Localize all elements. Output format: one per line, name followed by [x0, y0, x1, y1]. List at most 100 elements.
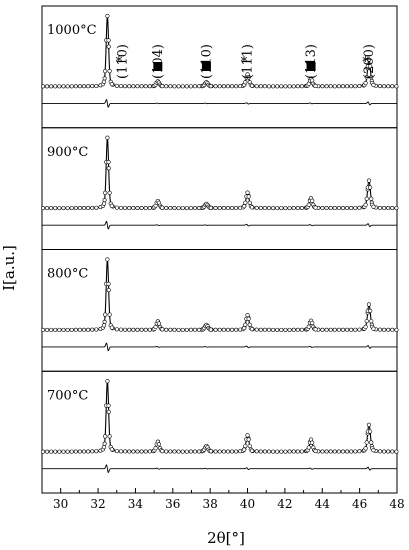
observed-point	[332, 449, 337, 454]
observed-point	[114, 327, 119, 332]
observed-point	[109, 82, 114, 87]
observed-point	[271, 327, 276, 332]
observed-point	[102, 198, 107, 203]
observed-point	[367, 185, 373, 190]
observed-point	[287, 449, 292, 454]
panel-frame	[41, 127, 398, 250]
observed-point	[279, 449, 284, 454]
observed-point	[295, 206, 300, 211]
observed-point	[369, 75, 374, 80]
observed-point	[313, 327, 318, 332]
observed-point	[249, 205, 255, 210]
annotations: (110)* (104) (110) (111)* (113) (200)*	[115, 44, 377, 79]
calculated-line	[42, 137, 398, 209]
observed-point	[193, 84, 198, 89]
observed-point	[49, 206, 54, 211]
observed-point	[90, 327, 95, 332]
observed-point	[390, 84, 395, 89]
observed-point	[164, 449, 169, 454]
observed-point	[61, 449, 66, 454]
observed-point	[258, 206, 263, 211]
observed-point	[364, 440, 369, 445]
observed-point	[45, 327, 50, 332]
observed-point	[143, 206, 148, 211]
observed-point	[208, 449, 214, 454]
observed-point	[109, 203, 114, 208]
observed-point	[168, 327, 173, 332]
observed-point	[341, 327, 346, 332]
observed-point	[332, 206, 337, 211]
observed-point	[367, 308, 373, 313]
observed-point	[258, 84, 263, 89]
observed-point	[367, 64, 373, 69]
observed-point	[287, 206, 292, 211]
observed-point	[114, 449, 119, 454]
observed-point	[262, 327, 267, 332]
observed-point	[267, 327, 272, 332]
observed-point	[168, 84, 173, 89]
observed-point	[106, 166, 111, 171]
observed-point	[254, 84, 259, 89]
observed-point	[119, 84, 124, 89]
observed-point	[172, 84, 177, 89]
observed-point	[106, 409, 111, 414]
observed-point	[160, 448, 165, 454]
observed-point	[123, 449, 128, 454]
observed-point	[102, 441, 107, 446]
panel-frame	[41, 370, 398, 494]
observed-point	[45, 206, 50, 211]
difference-line	[42, 99, 397, 108]
observed-point	[82, 327, 87, 332]
observed-point	[341, 84, 346, 89]
observed-point	[345, 327, 350, 332]
observed-point	[90, 449, 95, 454]
observed-point	[287, 84, 292, 89]
observed-point	[213, 84, 218, 89]
observed-point	[295, 327, 300, 332]
peak-annotation-3: (110)	[199, 44, 214, 79]
observed-point	[217, 84, 222, 89]
observed-points	[40, 257, 399, 332]
observed-point	[53, 84, 58, 89]
observed-point	[53, 327, 58, 332]
observed-point	[57, 327, 62, 332]
observed-point	[77, 327, 82, 332]
observed-point	[101, 323, 107, 328]
observed-point	[336, 449, 341, 454]
observed-point	[258, 449, 263, 454]
observed-point	[82, 206, 87, 211]
x-tick-label: 44	[315, 497, 331, 511]
observed-point	[69, 327, 74, 332]
observed-point	[188, 449, 193, 454]
observed-point	[135, 449, 140, 454]
observed-point	[57, 84, 62, 89]
observed-point	[119, 205, 124, 210]
observed-point	[245, 433, 250, 438]
observed-point	[106, 281, 111, 286]
observed-point	[313, 448, 318, 454]
observed-point	[109, 325, 114, 330]
observed-point	[386, 206, 391, 211]
observed-point	[106, 288, 111, 293]
observed-point	[65, 206, 70, 211]
observed-point	[246, 437, 251, 442]
asterisk-marker: *	[241, 55, 248, 70]
observed-point	[249, 83, 255, 88]
observed-point	[127, 205, 132, 210]
observed-point	[82, 449, 87, 454]
x-axis: 30 32 34 36 38 40 42 44 46 48	[41, 488, 405, 511]
observed-point	[90, 84, 95, 89]
observed-point	[386, 449, 391, 454]
observed-point	[245, 190, 250, 195]
observed-point	[234, 84, 239, 89]
observed-point	[353, 327, 358, 332]
observed-point	[349, 327, 354, 332]
observed-point	[225, 206, 230, 211]
observed-point	[127, 84, 132, 89]
miller-index-label: (110)	[199, 44, 214, 79]
observed-point	[172, 327, 177, 332]
observed-point	[324, 327, 329, 332]
observed-point	[168, 206, 173, 211]
observed-point	[242, 204, 247, 209]
panel-2: 900°C	[40, 127, 399, 250]
